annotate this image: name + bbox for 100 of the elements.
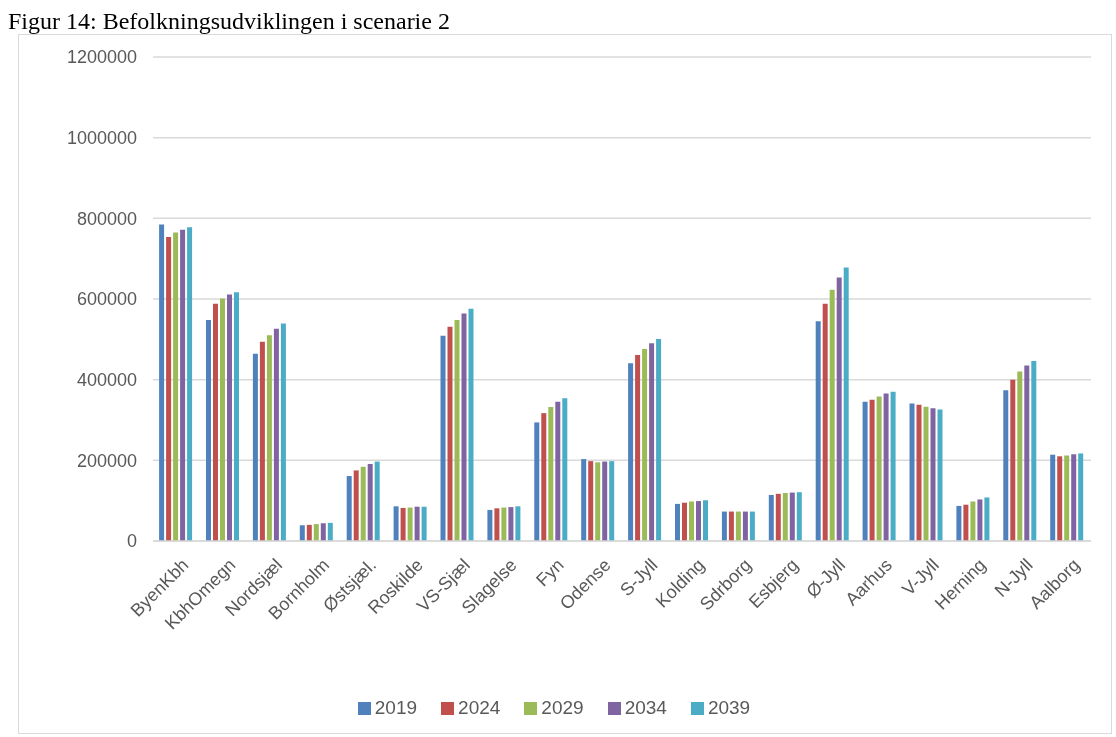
bar [775,493,781,541]
bar [206,319,211,541]
bar [220,298,225,541]
bar [259,341,265,541]
bar [1031,361,1037,541]
bar [1071,454,1077,541]
bar [829,289,835,541]
bar [494,508,500,541]
bar [1078,453,1084,541]
bar [234,292,239,541]
bar [173,232,179,541]
bar [675,503,680,541]
bar [869,399,875,541]
legend-label: 2024 [458,697,501,718]
bar [963,504,969,541]
bar [602,461,608,541]
bar [635,355,641,541]
bar [508,507,514,541]
legend-label: 2029 [541,697,584,718]
bar [306,524,312,541]
bar [937,409,943,541]
bar [749,511,755,541]
bar [742,511,748,541]
bar [836,277,842,541]
bar [400,507,406,541]
bar [346,476,352,541]
bar [789,492,795,541]
bar [1064,455,1070,541]
y-tick-label: 1000000 [66,128,137,149]
bar [581,459,587,541]
bar [909,403,915,541]
bar [735,511,741,541]
bar [180,229,186,541]
bar [728,511,734,541]
bar [313,524,319,541]
bar [227,294,232,541]
bar [1057,456,1063,541]
bar [252,353,258,541]
bar [541,413,547,541]
bar [320,523,326,541]
bar [930,408,936,541]
bar [166,236,172,541]
legend-label: 2034 [624,697,667,718]
bar [515,506,521,541]
bar [782,493,788,541]
bar [595,462,601,541]
bar [360,466,366,541]
bar [822,303,828,541]
bar [970,501,976,541]
bar [656,338,662,541]
bar [187,227,193,541]
bar [280,323,286,541]
bar [353,470,359,541]
bar [548,407,554,541]
bar [1024,365,1030,541]
bar [588,461,594,541]
bar [916,404,922,541]
bar [266,335,272,541]
bar [628,363,634,541]
bar [956,505,962,541]
bar [461,313,467,541]
bar [649,343,655,541]
bar [721,511,727,541]
bar [703,500,708,541]
bar [890,391,896,541]
bar [609,461,615,541]
bar [682,502,687,541]
bar [689,501,694,541]
bar [768,495,774,541]
bar [421,506,427,541]
bar [501,507,507,541]
bar [696,501,701,541]
legend-label: 2039 [707,697,751,718]
bar [1017,371,1023,541]
bar [984,497,990,541]
y-tick-label: 400000 [76,370,137,391]
bar [393,506,399,541]
bar [447,326,453,541]
y-tick-label: 0 [126,531,137,552]
bar [1003,390,1009,541]
legend-label: 2019 [374,697,418,718]
bar [159,224,165,541]
bar [977,499,983,541]
bar [534,422,540,541]
bar [796,492,802,541]
bar [883,393,889,541]
bar [843,267,849,541]
bar [862,401,868,541]
bar [440,335,446,541]
bar [299,525,305,541]
bar [815,321,821,541]
bar [273,328,279,541]
bar [876,396,882,541]
bar [1050,454,1056,541]
bar [562,398,568,541]
bar [555,401,561,541]
chart-title: Figur 14: Befolkningsudviklingen i scenarie 2 [8,8,451,34]
bar [213,303,218,541]
bar [468,308,474,541]
y-tick-label: 600000 [76,289,137,310]
